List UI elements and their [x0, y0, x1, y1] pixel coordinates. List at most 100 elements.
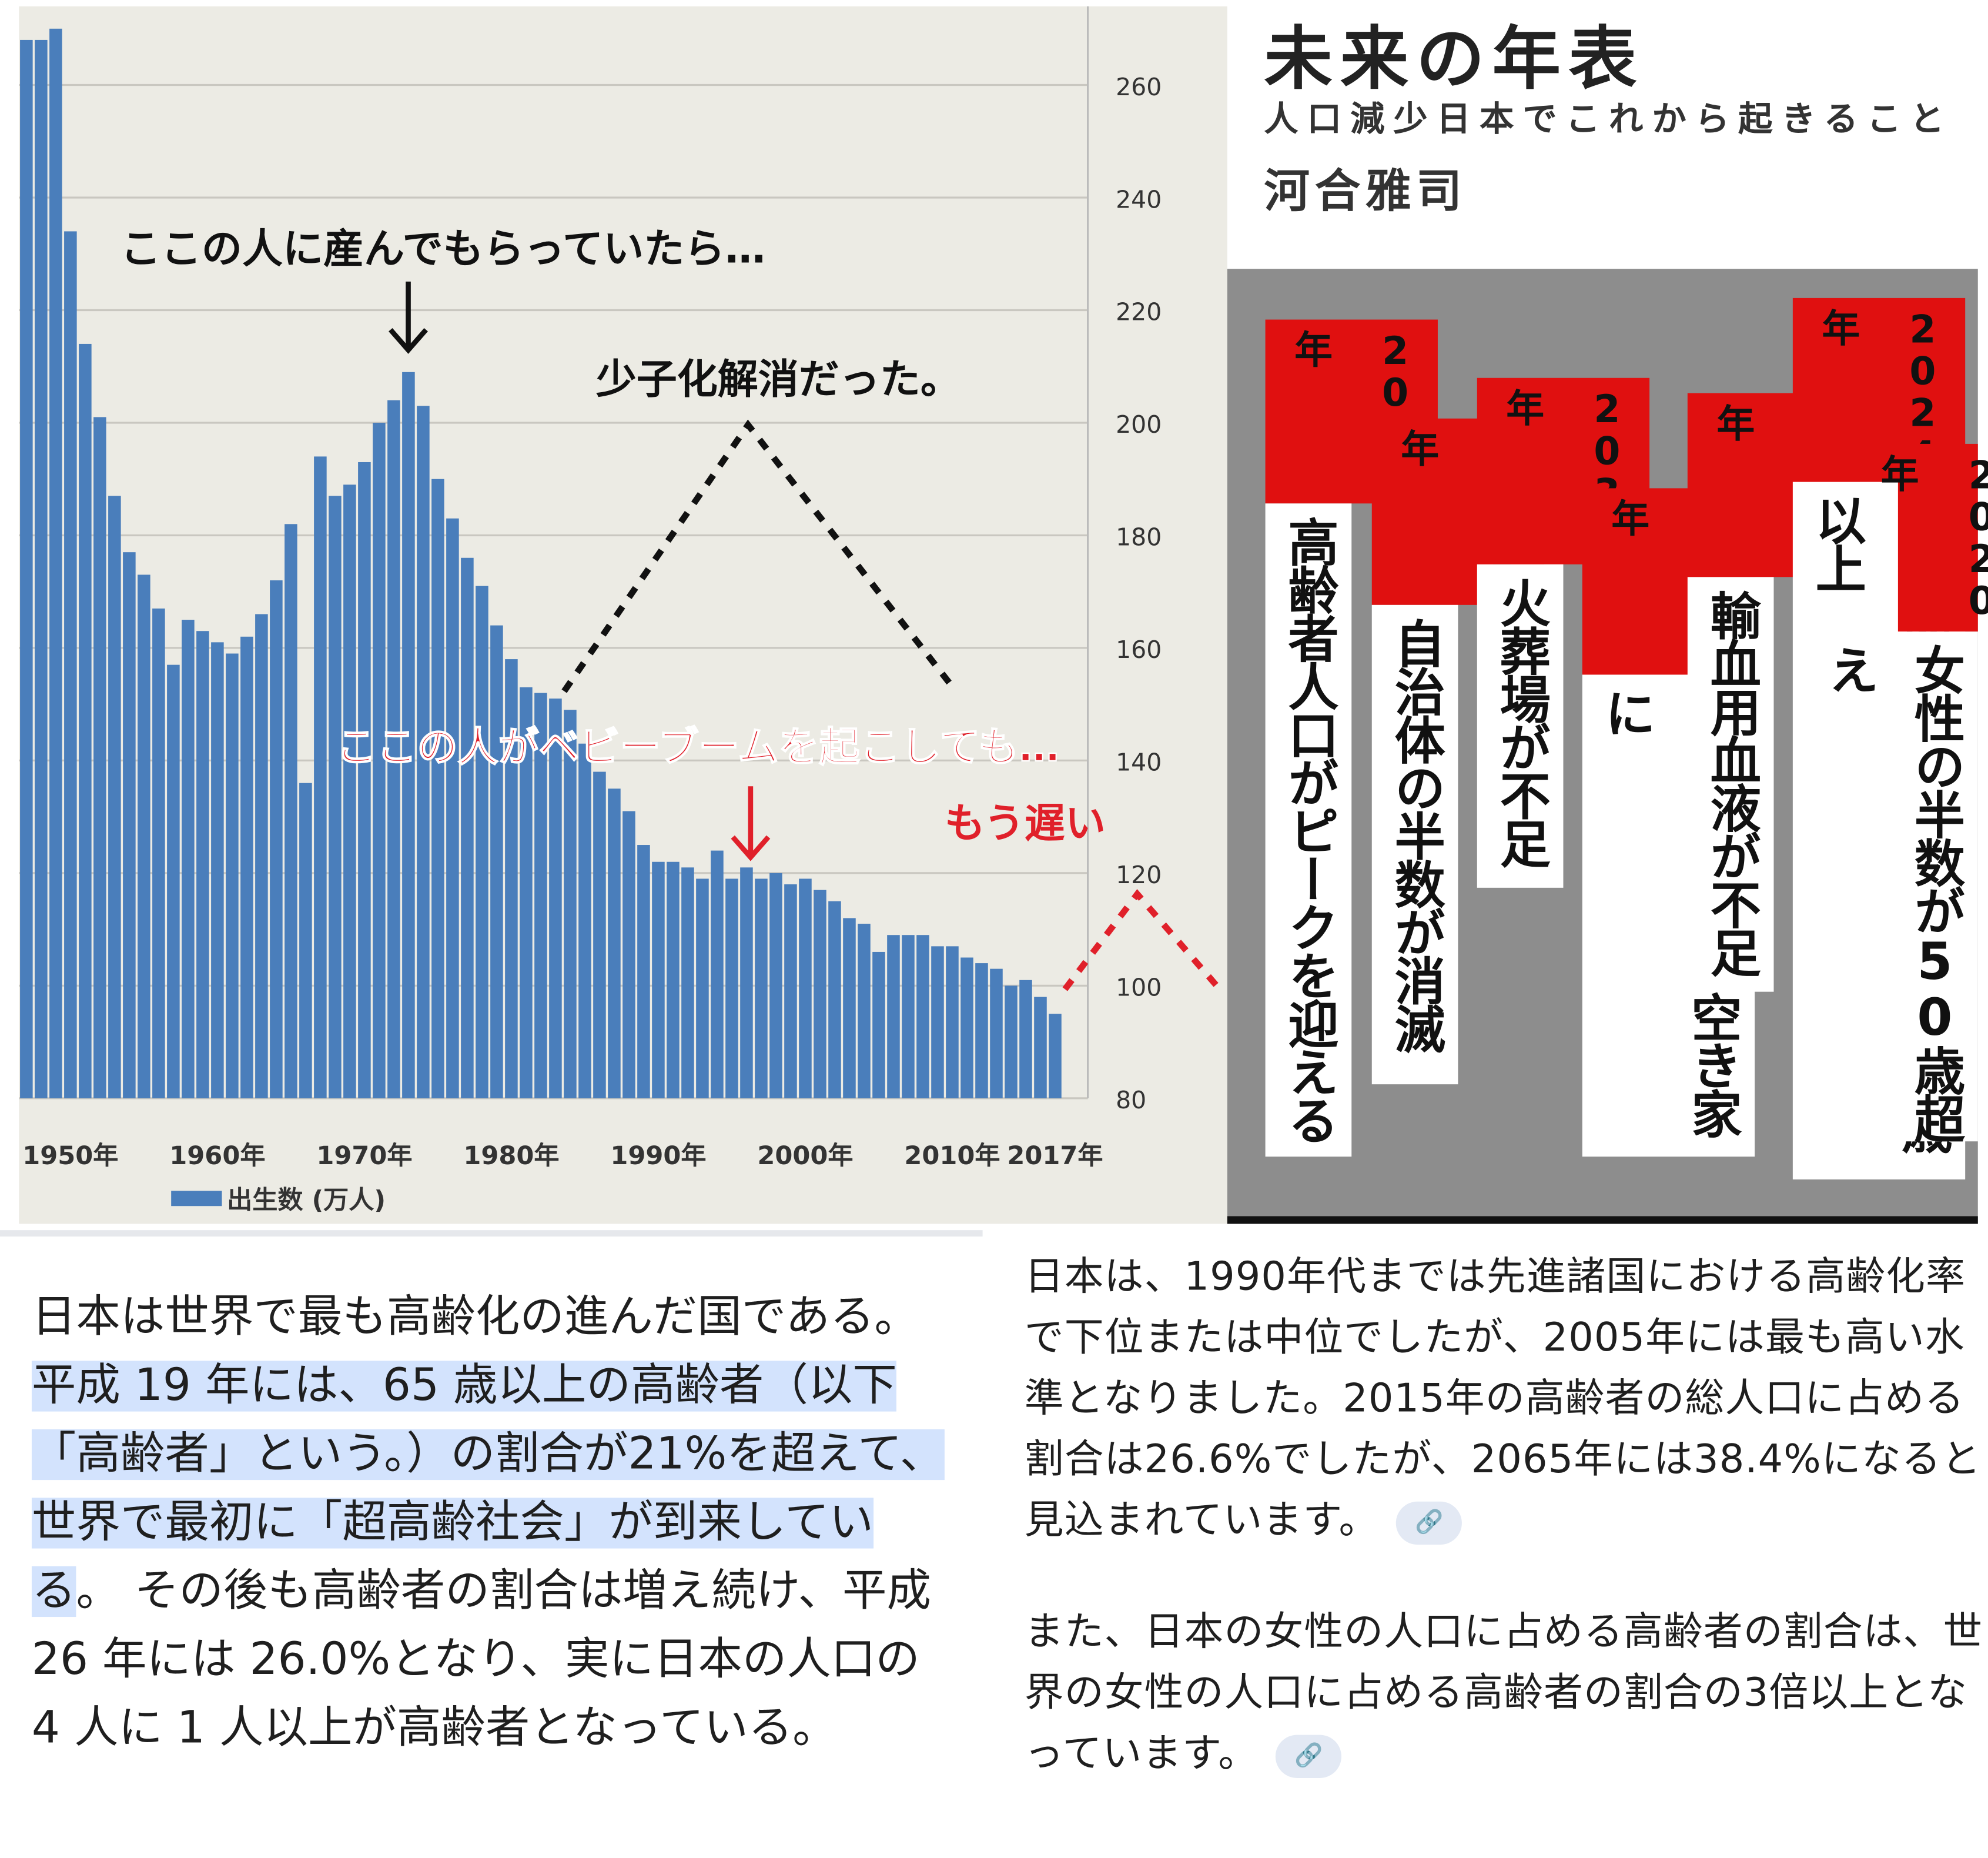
right-paragraph-2-text: また、日本の女性の人口に占める高齢者の割合は、世界の女性の人口に占める高齢者の割…: [1024, 1609, 1983, 1777]
bar: [343, 484, 356, 1098]
y-tick-label: 260: [1116, 73, 1162, 101]
hypothetical-boom-line: [561, 419, 953, 693]
bar: [93, 417, 106, 1098]
timeline-item: 2040年自治体の半数が消滅: [1371, 418, 1545, 1085]
bar: [123, 552, 136, 1098]
legend-label: 出生数 (万人): [227, 1186, 386, 1215]
bar: [1034, 997, 1047, 1098]
bar: [858, 924, 871, 1098]
book-subtitle: 人口減少日本でこれから起きること: [1264, 100, 1953, 140]
x-tick-label: 1980年: [463, 1141, 559, 1171]
bar: [182, 620, 195, 1098]
bar: [696, 878, 709, 1098]
y-tick-label: 200: [1116, 410, 1162, 439]
late-boom-line: [1062, 889, 1223, 991]
x-tick-label: 1990年: [610, 1141, 706, 1171]
bar: [828, 901, 841, 1098]
bar: [387, 400, 400, 1098]
bar: [167, 664, 180, 1098]
bar: [916, 935, 929, 1098]
bar: [446, 518, 459, 1098]
birth-chart: 80 100 120 140 160 180 200 220 240 260 1950年 1960年…: [19, 6, 1223, 1215]
bar: [1019, 980, 1032, 1098]
timeline-item: 2024年全国民の3人に1人が65歳以上: [1792, 298, 1966, 1179]
annotation-red-result: もう遅い: [945, 800, 1106, 847]
bar: [329, 496, 342, 1098]
book-author: 河合雅司: [1264, 166, 1467, 218]
timeline-year: 2020年: [1873, 443, 1988, 632]
y-tick-label: 180: [1116, 523, 1162, 552]
bar: [138, 574, 150, 1098]
bar: [534, 693, 547, 1098]
bar: [49, 28, 62, 1098]
right-text: 日本は、1990年代までは先進諸国における高齢化率で下位または中位でしたが、20…: [1025, 1247, 1988, 1785]
bar: [564, 710, 577, 1098]
link-icon[interactable]: 🔗: [1276, 1734, 1342, 1777]
timeline-item: 2042年 高齢者人口がピークを迎える: [1265, 319, 1438, 1157]
timeline-event: 女性の半数が50歳超え: [1819, 631, 1978, 1142]
divider: [0, 1230, 983, 1237]
left-text-part2: 。 その後も高齢者の割合は増え続け、平成 26 年には 26.0%となり、実に日…: [31, 1566, 932, 1754]
bar: [814, 890, 826, 1098]
y-tick-label: 160: [1116, 636, 1162, 664]
bar: [431, 479, 444, 1098]
right-paragraph-1: 日本は、1990年代までは先進諸国における高齢化率で下位または中位でしたが、20…: [1025, 1247, 1988, 1551]
bar: [622, 811, 635, 1098]
right-paragraph-1-text: 日本は、1990年代までは先進諸国における高齢化率で下位または中位でしたが、20…: [1024, 1254, 1982, 1543]
bar: [769, 873, 782, 1098]
book-title: 未来の年表: [1264, 19, 1645, 99]
bar: [1005, 985, 1018, 1098]
bar: [1049, 1014, 1062, 1098]
annotation-black-result: 少子化解消だった。: [596, 356, 961, 403]
bar: [784, 884, 797, 1098]
timeline-event: 輸血用血液が不足: [1687, 577, 1774, 992]
bar: [681, 867, 694, 1098]
timeline-item: 2033年3戸に1戸が空き家に: [1582, 488, 1755, 1157]
bar: [960, 957, 973, 1098]
bar: [255, 614, 268, 1098]
bar: [578, 743, 591, 1098]
bar: [402, 372, 415, 1098]
left-paragraph: 日本は世界で最も高齢化の進んだ国である。 平成 19 年には、65 歳以上の高齢…: [31, 1284, 958, 1763]
y-tick-label: 140: [1116, 748, 1162, 777]
x-tick-label: 2010年: [904, 1141, 1000, 1171]
left-text-part1: 日本は世界で最も高齢化の進んだ国である。: [31, 1292, 919, 1344]
bar: [637, 845, 650, 1098]
bar: [608, 788, 621, 1098]
timeline-event: 火葬場が不足: [1477, 564, 1564, 888]
bar: [946, 946, 959, 1098]
bar: [549, 699, 562, 1098]
bar: [931, 946, 944, 1098]
bar: [314, 456, 327, 1098]
bar: [505, 659, 518, 1098]
link-icon[interactable]: 🔗: [1396, 1501, 1462, 1545]
bar: [358, 462, 371, 1098]
timeline-item: 2020年女性の半数が50歳超え: [1819, 443, 1988, 1142]
bar: [35, 39, 48, 1098]
timeline-item: 2039年 火葬場が不足: [1477, 377, 1650, 888]
bar: [196, 631, 209, 1098]
timeline-item: 2027年輸血用血液が不足: [1687, 393, 1860, 992]
x-tick-label: 1950年: [22, 1141, 118, 1171]
x-tick-label: 2000年: [757, 1141, 853, 1171]
bar: [975, 963, 988, 1098]
bar: [211, 642, 224, 1098]
annotation-red-note: ここの人がベビーブームを起こしても…: [336, 724, 1060, 771]
bar: [152, 608, 165, 1098]
bar: [270, 580, 283, 1098]
bar: [373, 422, 386, 1098]
bar: [20, 39, 33, 1098]
right-paragraph-2: また、日本の女性の人口に占める高齢者の割合は、世界の女性の人口に占める高齢者の割…: [1025, 1602, 1988, 1785]
timeline-event: 自治体の半数が消滅: [1371, 604, 1458, 1085]
timeline-event: 高齢者人口がピークを迎える: [1265, 503, 1352, 1157]
bar: [872, 951, 885, 1098]
bar: [755, 878, 768, 1098]
bar: [461, 557, 474, 1098]
down-arrow-icon: [389, 281, 428, 354]
bar: [990, 968, 1003, 1098]
bar: [667, 861, 680, 1098]
bar: [285, 524, 297, 1098]
bar: [417, 406, 430, 1098]
x-tick-label: 1970年: [316, 1141, 412, 1171]
bar: [652, 861, 665, 1098]
